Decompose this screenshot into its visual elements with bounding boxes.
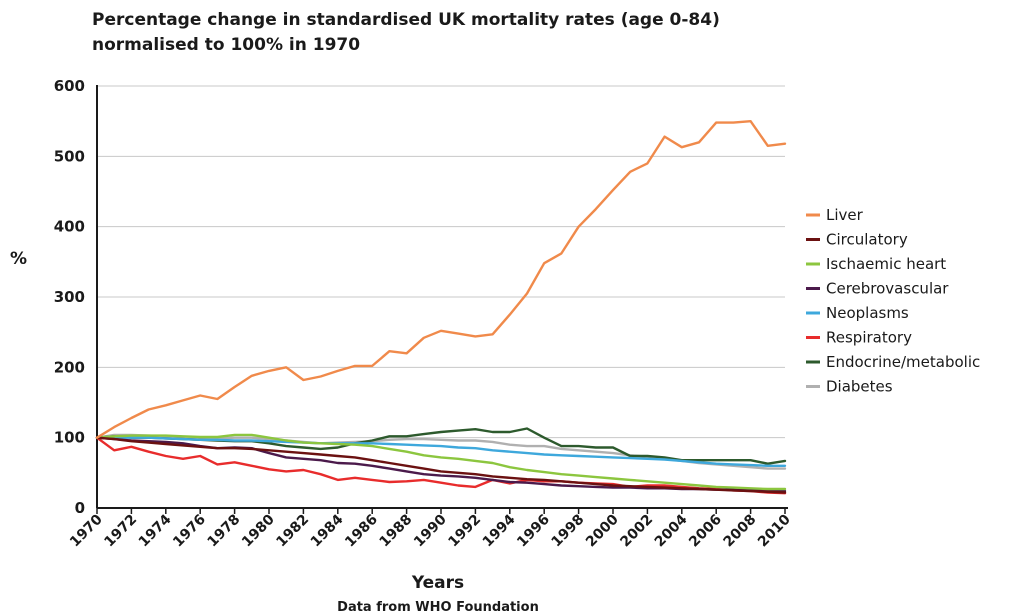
x-tick-label-2010: 2010 — [755, 511, 794, 550]
x-tick-label-1980: 1980 — [239, 511, 278, 550]
x-axis-ticks: 1970197219741976197819801982198419861988… — [67, 508, 794, 550]
y-tick-label-300: 300 — [54, 288, 85, 306]
y-axis-ticks: 0 100 200 300 400 500 600 — [54, 77, 85, 517]
x-tick-label-2006: 2006 — [686, 512, 725, 551]
legend-label-endocrine-metabolic: Endocrine/metabolic — [826, 353, 980, 371]
legend-label-respiratory: Respiratory — [826, 329, 912, 347]
x-tick-label-1982: 1982 — [273, 512, 312, 551]
y-tick-label-400: 400 — [54, 218, 85, 236]
x-tick-label-2008: 2008 — [721, 512, 760, 551]
series-lines — [95, 119, 787, 495]
x-tick-label-1990: 1990 — [411, 511, 450, 550]
x-tick-label-1978: 1978 — [205, 512, 244, 551]
x-tick-label-1992: 1992 — [445, 512, 484, 551]
x-tick-label-2004: 2004 — [652, 511, 691, 550]
x-tick-label-1984: 1984 — [308, 511, 347, 550]
y-tick-label-100: 100 — [54, 429, 85, 447]
x-tick-label-1994: 1994 — [480, 511, 519, 550]
x-tick-label-1972: 1972 — [101, 512, 140, 551]
series-line-ischaemic-heart — [95, 433, 787, 491]
x-tick-label-1986: 1986 — [342, 512, 381, 551]
x-tick-label-1988: 1988 — [377, 512, 416, 551]
series-line-neoplasms — [95, 436, 787, 467]
x-axis-label: Years — [411, 573, 464, 593]
legend-label-diabetes: Diabetes — [826, 378, 893, 396]
y-tick-label-600: 600 — [54, 77, 85, 95]
x-tick-label-2000: 2000 — [583, 511, 622, 550]
data-source-note: Data from WHO Foundation — [337, 600, 539, 615]
series-line-liver — [95, 119, 787, 439]
chart-title-line1: Percentage change in standardised UK mor… — [92, 10, 720, 30]
legend-label-circulatory: Circulatory — [826, 231, 908, 249]
legend-label-cerebrovascular: Cerebrovascular — [826, 280, 949, 298]
x-tick-label-2002: 2002 — [617, 512, 656, 551]
x-tick-label-1976: 1976 — [170, 512, 209, 551]
series-line-circulatory — [95, 436, 787, 494]
y-tick-label-200: 200 — [54, 358, 85, 376]
y-tick-label-500: 500 — [54, 147, 85, 165]
series-line-respiratory — [95, 436, 787, 495]
chart-title-line2: normalised to 100% in 1970 — [92, 35, 360, 55]
y-tick-label-0: 0 — [75, 499, 85, 517]
legend-label-neoplasms: Neoplasms — [826, 304, 909, 322]
gridlines — [97, 85, 785, 439]
x-tick-label-1970: 1970 — [67, 511, 106, 550]
y-axis-label: % — [10, 249, 27, 269]
x-tick-label-1998: 1998 — [549, 512, 588, 551]
legend-label-ischaemic-heart: Ischaemic heart — [826, 255, 946, 273]
x-tick-label-1974: 1974 — [136, 511, 175, 550]
legend: Liver Circulatory Ischaemic heart Cerebrova… — [806, 206, 980, 396]
legend-label-liver: Liver — [826, 206, 864, 224]
x-tick-label-1996: 1996 — [514, 512, 553, 551]
